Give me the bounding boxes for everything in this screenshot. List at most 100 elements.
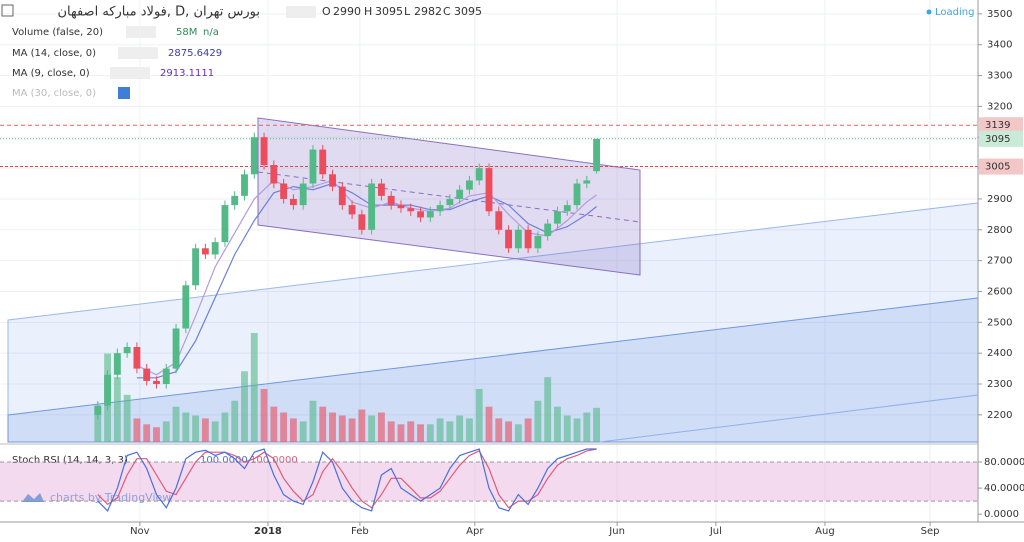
volume-bar [417,424,424,442]
candle-body [143,368,151,381]
indicator-name: Stoch RSI (14, 14, 3, 3) [12,455,128,466]
stoch-d-line [97,448,597,509]
volume-bar [162,421,170,442]
candle-body [554,211,561,224]
candle-body [250,137,258,175]
candle-body [192,248,200,286]
volume-bar [299,421,307,442]
volume-bar [113,377,121,442]
volume-bar [309,400,317,442]
legend-buttons[interactable] [110,67,150,79]
x-tick-label: Nov [130,526,150,537]
volume-bar [446,421,454,442]
candle-body [338,186,346,206]
price-label: 3005 [985,162,1010,173]
candle-body [407,208,415,212]
candle-body [172,328,180,369]
candle-body [329,174,336,187]
ohlc-letter: L [404,5,411,18]
candle-body [573,183,581,206]
candle-body [544,223,552,236]
y-tick-label: 2400 [987,348,1012,359]
indicator-name: MA (9, close, 0) [12,68,90,79]
candle-body [563,205,571,212]
candle-body [348,205,356,215]
volume-bar [192,415,200,442]
volume-bar [554,406,561,442]
logo [22,493,44,502]
candle-body [104,374,112,406]
volume-bar [260,388,268,442]
candle-body [260,137,268,166]
volume-bar [348,418,356,442]
volume-bar [182,412,190,442]
volume-bar [270,406,278,442]
collapse-icon[interactable] [1,4,14,17]
ohlc-value: 2990 [333,5,361,18]
candle-body [94,405,102,415]
volume-bar [466,418,473,442]
candle-body [475,168,483,181]
candle-body [524,229,532,249]
visibility-toggle[interactable] [118,87,130,99]
candle-body [113,353,121,375]
y-tick-label: 0.0000 [984,509,1019,520]
volume-bar [426,424,434,442]
legend-buttons[interactable] [126,26,156,38]
candle-body [417,211,424,218]
candle-body [270,165,278,184]
loading-dot [926,9,932,15]
volume-bar [241,371,248,442]
candle-body [485,168,493,212]
candle-body [583,180,591,184]
volume-bar [534,400,542,442]
ma-value: 2875.6429 [168,48,222,59]
candle-body [446,198,454,206]
y-tick-label: 3200 [987,101,1012,112]
candle-body [319,149,327,175]
volume-bar [456,415,464,442]
y-tick-label: 80.0000 [984,457,1024,468]
indicator-name: MA (30, close, 0) [12,88,96,99]
candle-body [299,183,307,206]
volume-bar [573,418,581,442]
volume-bar [231,400,239,442]
grid [0,0,978,522]
y-tick-label: 2500 [987,317,1012,328]
volume-bar [329,412,336,442]
candle-body [289,198,297,206]
volume-bar [436,418,444,442]
y-tick-label: 2700 [987,256,1012,267]
volume-bar [358,409,366,442]
volume-bar [289,418,297,442]
plot [0,124,978,442]
candle-body [231,195,239,206]
volume-value: 58M [176,27,197,38]
price-label: 3139 [985,120,1010,131]
candle-body [495,211,503,230]
candle-body [280,183,288,199]
ma-value: 2913.1111 [160,68,214,79]
candle-body [397,205,405,209]
volume-bar [593,407,601,442]
volume-bar [123,394,131,442]
volume-bar [133,418,141,442]
volume-bar [211,421,219,442]
volume-bar [397,424,405,442]
candle-body [358,214,366,230]
volume-bar [368,415,376,442]
x-tick-label: Apr [466,526,484,537]
legend-buttons[interactable] [286,6,316,18]
candle-body [201,248,209,255]
x-tick-label: Jul [709,526,722,537]
y-tick-label: 2300 [987,379,1012,390]
legend-buttons[interactable] [118,47,158,59]
volume-bar [172,406,180,442]
volume-bar [485,406,493,442]
volume-bar [475,388,483,442]
ohlc: O 2990 H 3095 L 2982 C 3095 [322,5,482,18]
price-label-bg [979,158,1023,175]
volume-extra: n/a [203,27,219,38]
